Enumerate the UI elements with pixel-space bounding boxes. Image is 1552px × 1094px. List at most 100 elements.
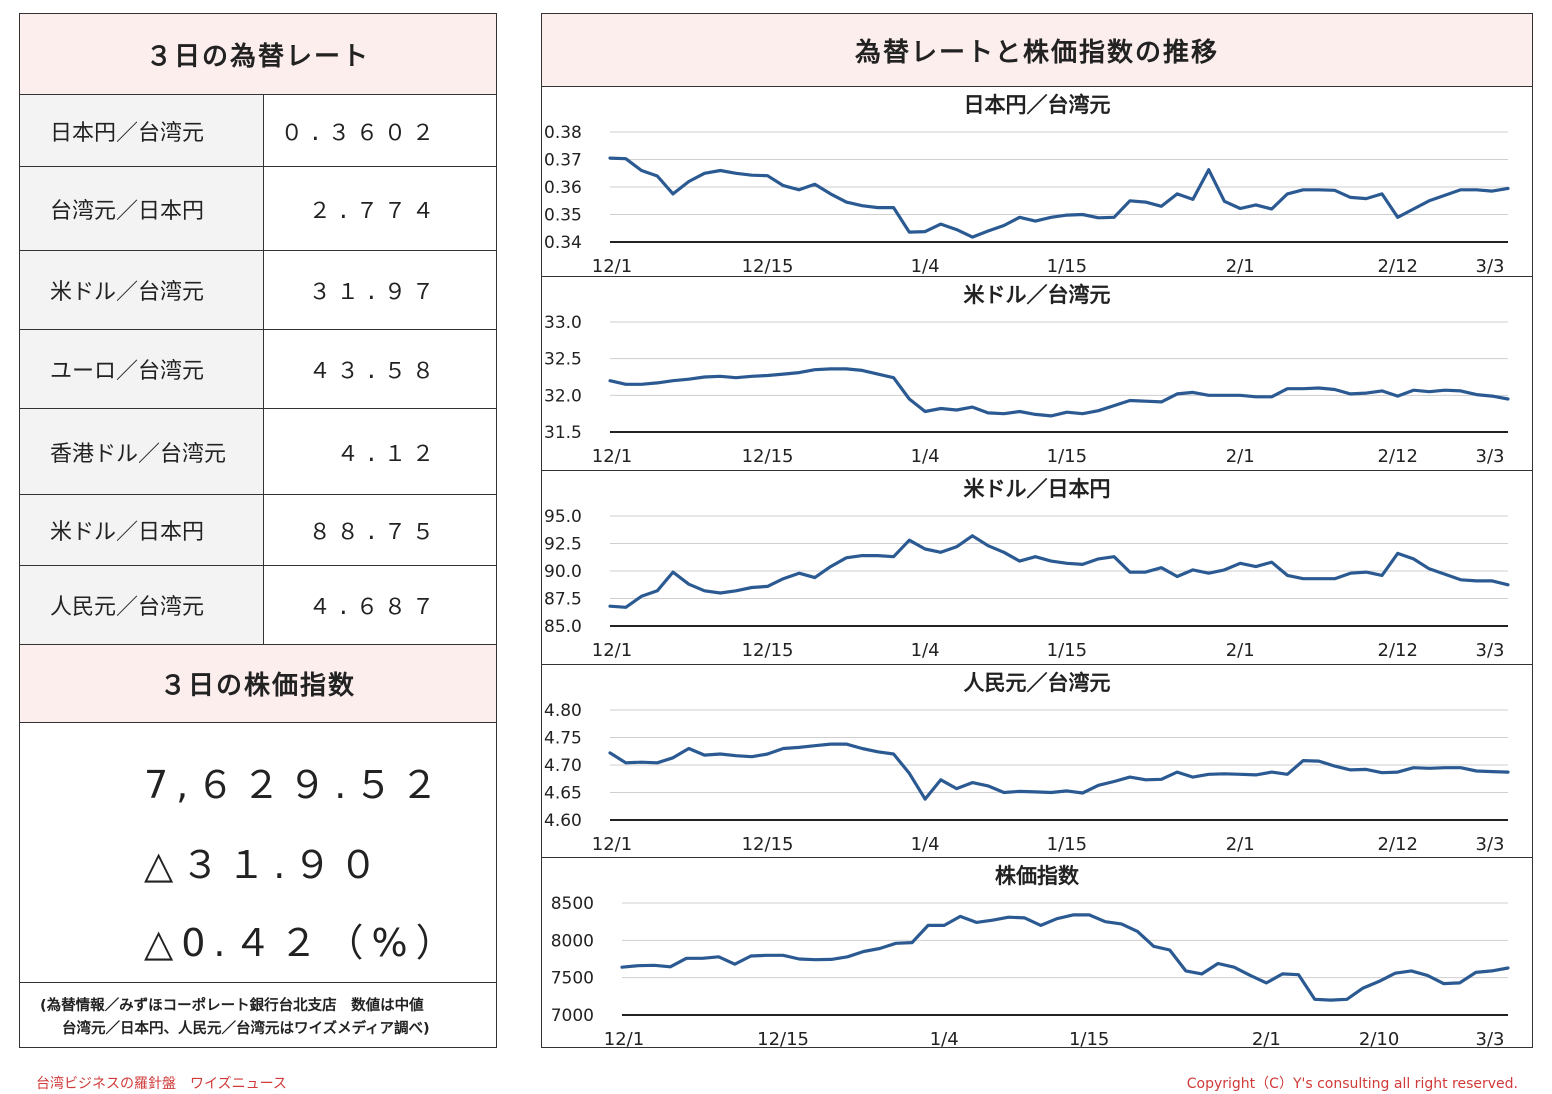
chart-section: 日本円／台湾元 0.38 0.37 0.36 0.35 0.34 12/1 12/15 1/4 1…	[542, 86, 1532, 277]
x-tick-label: 12/1	[604, 1029, 644, 1050]
x-tick-label: 1/4	[911, 446, 940, 467]
series-line	[608, 367, 1510, 418]
y-tick-label: 0.36	[544, 178, 582, 198]
x-tick-label: 12/15	[742, 834, 794, 855]
charts-title: 為替レートと株価指数の推移	[542, 14, 1532, 86]
source-note-line2: 台湾元／日本円、人民元／台湾元はワイズメディア調べ)	[62, 1021, 430, 1037]
rate-value: ０.３６０２	[280, 120, 440, 146]
chart-section: 米ドル／台湾元 33.0 32.5 32.0 31.5 12/1 12/15 1/4 1/15 2…	[542, 276, 1532, 470]
y-tick-label: 92.5	[544, 535, 582, 555]
rate-name: ユーロ／台湾元	[20, 330, 264, 408]
y-tick-label: 31.5	[544, 423, 582, 443]
x-tick-label: 12/15	[742, 640, 794, 661]
y-tick-label: 33.0	[544, 313, 582, 333]
x-tick-label: 12/1	[592, 640, 632, 661]
y-tick-label: 0.34	[544, 233, 582, 253]
index-change: △３１.９０	[144, 843, 386, 887]
rate-row: ユーロ／台湾元 ４３.５８	[20, 329, 496, 408]
x-tick-label: 2/1	[1252, 1029, 1281, 1050]
footer-copyright: Copyright（C）Y's consulting all right res…	[1186, 1076, 1518, 1092]
x-tick-label: 2/1	[1226, 834, 1255, 855]
y-tick-label: 95.0	[544, 507, 582, 527]
rate-row: 米ドル／台湾元 ３１.９７	[20, 250, 496, 329]
rate-name: 米ドル／台湾元	[20, 251, 264, 329]
x-tick-label: 12/1	[592, 834, 632, 855]
chart-section: 株価指数 8500 8000 7500 7000 12/1 12/15 1/4 1/15 2/1 2…	[542, 857, 1532, 1050]
rate-value: ８８.７５	[308, 520, 440, 545]
rate-name: 米ドル／日本円	[20, 495, 264, 565]
x-tick-label: 2/12	[1378, 446, 1418, 467]
x-tick-label: 1/15	[1047, 446, 1087, 467]
x-tick-label: 2/10	[1359, 1029, 1399, 1050]
chart-title: 株価指数	[995, 864, 1080, 888]
x-tick-label: 1/15	[1047, 256, 1087, 277]
y-tick-label: 32.5	[544, 350, 582, 370]
x-tick-label: 12/15	[742, 256, 794, 277]
index-title: ３日の株価指数	[20, 644, 496, 723]
y-tick-label: 4.60	[544, 811, 582, 831]
chart-section: 人民元／台湾元 4.80 4.75 4.70 4.65 4.60 12/1 12/15 1/4 1…	[542, 664, 1532, 857]
x-tick-label: 3/3	[1476, 256, 1505, 277]
x-tick-label: 12/1	[592, 256, 632, 277]
x-tick-label: 12/15	[757, 1029, 809, 1050]
x-tick-label: 2/12	[1378, 256, 1418, 277]
y-tick-label: 32.0	[544, 386, 582, 406]
x-tick-label: 1/15	[1069, 1029, 1109, 1050]
series-line	[608, 534, 1510, 609]
footer-site: 台湾ビジネスの羅針盤 ワイズニュース	[36, 1076, 287, 1092]
x-tick-label: 3/3	[1476, 834, 1505, 855]
x-tick-label: 2/1	[1226, 256, 1255, 277]
index-change-pct: △0.４２（%）	[144, 921, 462, 965]
rate-name: 人民元／台湾元	[20, 566, 264, 644]
rate-name: 台湾元／日本円	[20, 167, 264, 250]
rate-value: ２.７７４	[308, 198, 440, 224]
y-tick-label: 0.35	[544, 206, 582, 226]
y-tick-label: 4.65	[544, 784, 582, 804]
chart-svg: 米ドル／台湾元 33.0 32.5 32.0 31.5 12/1 12/15 1/4 1/15 2…	[544, 283, 1510, 467]
x-tick-label: 1/4	[911, 834, 940, 855]
x-tick-label: 12/15	[742, 446, 794, 467]
rate-name: 香港ドル／台湾元	[20, 409, 264, 494]
y-tick-label: 8000	[551, 931, 594, 951]
x-tick-label: 2/12	[1378, 834, 1418, 855]
rate-row: 日本円／台湾元 ０.３６０２	[20, 94, 496, 166]
series-line	[608, 742, 1510, 801]
rate-row: 台湾元／日本円 ２.７７４	[20, 166, 496, 250]
rate-row: 香港ドル／台湾元 ４.１２	[20, 408, 496, 494]
chart-title: 米ドル／日本円	[964, 477, 1111, 501]
x-tick-label: 3/3	[1476, 446, 1505, 467]
x-tick-label: 3/3	[1476, 1029, 1505, 1050]
rate-value: ３１.９７	[308, 280, 440, 305]
y-tick-label: 7500	[551, 969, 594, 989]
index-value: 7,６２９.５２	[144, 763, 447, 807]
y-tick-label: 4.75	[544, 729, 582, 749]
chart-section: 米ドル／日本円 95.0 92.5 90.0 87.5 85.0 12/1 12/15 1/4 1…	[542, 470, 1532, 664]
rate-name: 日本円／台湾元	[20, 95, 264, 166]
y-tick-label: 0.37	[544, 151, 582, 171]
x-tick-label: 1/4	[911, 640, 940, 661]
chart-title: 人民元／台湾元	[964, 671, 1111, 695]
x-tick-label: 2/1	[1226, 446, 1255, 467]
x-tick-label: 12/1	[592, 446, 632, 467]
y-tick-label: 0.38	[544, 123, 582, 143]
source-note: (為替情報／みずほコーポレート銀行台北支店 数値は中値 台湾元／日本円、人民元／…	[20, 982, 496, 1041]
y-tick-label: 4.70	[544, 756, 582, 776]
rate-value: ４.１２	[336, 441, 440, 467]
x-tick-label: 3/3	[1476, 640, 1505, 661]
series-line	[620, 913, 1510, 1002]
x-tick-label: 1/15	[1047, 834, 1087, 855]
rates-title: ３日の為替レート	[20, 14, 496, 94]
chart-svg: 日本円／台湾元 0.38 0.37 0.36 0.35 0.34 12/1 12/15 1/4 1…	[544, 93, 1510, 277]
x-tick-label: 2/1	[1226, 640, 1255, 661]
rate-value: ４３.５８	[308, 359, 440, 384]
chart-svg: 米ドル／日本円 95.0 92.5 90.0 87.5 85.0 12/1 12/15 1/4 1…	[544, 477, 1510, 661]
y-tick-label: 85.0	[544, 617, 582, 637]
chart-svg: 株価指数 8500 8000 7500 7000 12/1 12/15 1/4 1/15 2/1 2…	[551, 864, 1510, 1050]
y-tick-label: 90.0	[544, 562, 582, 582]
series-line	[608, 156, 1510, 239]
rate-row: 米ドル／日本円 ８８.７５	[20, 494, 496, 565]
x-tick-label: 2/12	[1378, 640, 1418, 661]
chart-title: 米ドル／台湾元	[964, 283, 1111, 307]
rate-value: ４.６８７	[308, 595, 440, 620]
x-tick-label: 1/4	[930, 1029, 959, 1050]
